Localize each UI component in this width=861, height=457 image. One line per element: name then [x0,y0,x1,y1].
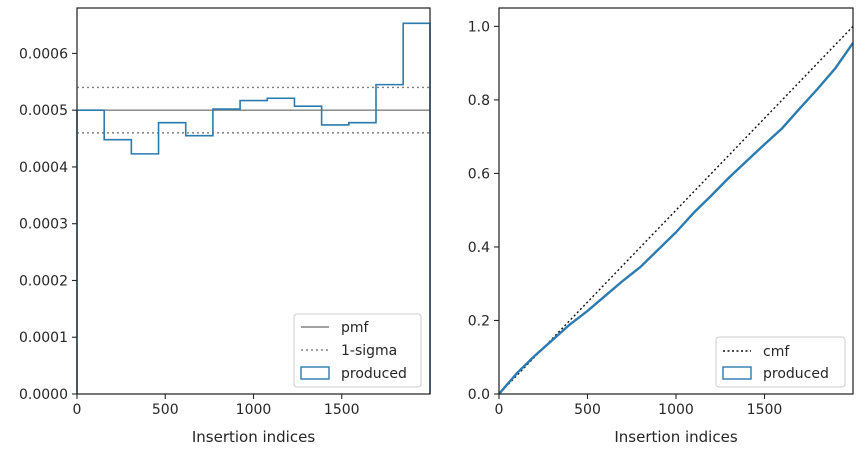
left-legend: pmf 1-sigma produced [293,313,422,388]
legend-pmf-label: pmf [341,320,370,336]
right-legend: cmf produced [715,336,846,388]
cmf-panel: 0 500 1000 1500 0.0 0.2 0.4 0.6 0.8 1.0 Insertio… [468,7,854,446]
legend-produced-label: produced [341,366,407,382]
y-tick-label: 1.0 [468,19,490,35]
y-tick-label: 0.0003 [19,217,68,233]
y-tick-label: 0.0004 [19,160,68,176]
x-tick-label: 1500 [747,402,783,418]
legend-produced-label: produced [763,366,829,382]
right-axes-frame [498,7,854,395]
y-tick-label: 0.0 [468,387,490,403]
legend-cmf-label: cmf [763,344,790,360]
right-legend-box [715,336,846,388]
x-tick-label: 0 [495,402,504,418]
produced-cumulative-line [498,42,854,395]
left-legend-box [293,313,422,388]
right-x-axis-label: Insertion indices [614,428,737,446]
histogram-panel: 0 500 1000 1500 0.0000 0.0001 0.0002 0.0003 0.0… [19,7,431,446]
y-tick-label: 0.8 [468,93,490,109]
y-tick-label: 0.0005 [19,103,68,119]
y-tick-label: 0.0002 [19,273,68,289]
x-tick-label: 1000 [236,402,272,418]
legend-produced-swatch [722,366,752,380]
y-tick-label: 0.4 [468,240,490,256]
left-x-axis-label: Insertion indices [192,428,315,446]
x-tick-label: 500 [574,402,601,418]
y-tick-label: 0.6 [468,166,490,182]
x-tick-label: 1000 [658,402,694,418]
y-tick-label: 0.2 [468,313,490,329]
legend-produced-swatch [300,366,330,380]
x-tick-label: 0 [73,402,82,418]
y-tick-label: 0.0001 [19,330,68,346]
y-tick-label: 0.0000 [19,387,68,403]
x-tick-label: 500 [152,402,179,418]
x-tick-label: 1500 [324,402,360,418]
produced-histogram-outline [76,22,431,394]
y-tick-label: 0.0006 [19,46,68,62]
left-axes-frame [76,7,431,395]
legend-1-sigma-label: 1-sigma [341,343,397,359]
